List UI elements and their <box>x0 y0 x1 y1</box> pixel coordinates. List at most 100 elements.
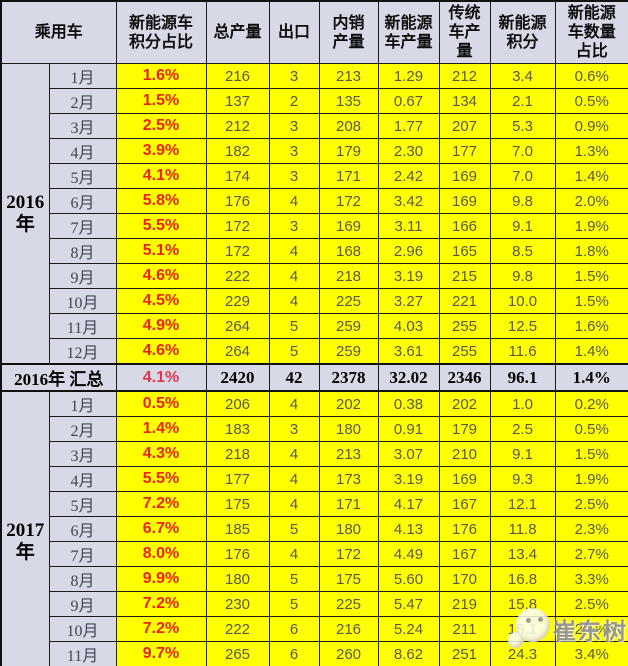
month-row: 10月 7.2% 222 6 216 5.24 211 15.1 2.5% <box>1 616 628 642</box>
data-cell: 176 <box>438 516 491 542</box>
points-share-cell: 6.7% <box>115 516 207 542</box>
data-cell: 4.13 <box>377 516 440 542</box>
data-cell: 183 <box>205 416 270 442</box>
month-cell: 4月 <box>48 466 117 492</box>
summary-data-cell: 32.02 <box>377 363 440 392</box>
data-cell: 216 <box>318 616 379 642</box>
header-col-1: 总产量 <box>205 0 270 64</box>
data-cell: 219 <box>438 591 491 617</box>
data-cell: 4 <box>268 288 320 314</box>
data-cell: 265 <box>205 641 270 666</box>
data-cell: 264 <box>205 313 270 339</box>
month-row: 8月 9.9% 180 5 175 5.60 170 16.8 3.3% <box>1 566 628 592</box>
points-share-cell: 5.1% <box>115 238 207 264</box>
data-cell: 2.5% <box>554 491 628 517</box>
data-cell: 218 <box>205 441 270 467</box>
data-cell: 215 <box>438 263 491 289</box>
month-row: 8月 5.1% 172 4 168 2.96 165 8.5 1.8% <box>1 238 628 264</box>
month-cell: 6月 <box>48 516 117 542</box>
points-share-cell: 5.5% <box>115 213 207 239</box>
data-cell: 221 <box>438 288 491 314</box>
data-cell: 2.3% <box>554 516 628 542</box>
data-cell: 3 <box>268 138 320 164</box>
data-cell: 207 <box>438 113 491 139</box>
points-share-cell: 1.5% <box>115 88 207 114</box>
month-cell: 8月 <box>48 238 117 264</box>
data-cell: 24.3 <box>489 641 556 666</box>
data-cell: 9.8 <box>489 188 556 214</box>
data-cell: 9.8 <box>489 263 556 289</box>
data-cell: 0.2% <box>554 390 628 417</box>
data-cell: 8.5 <box>489 238 556 264</box>
data-cell: 3 <box>268 213 320 239</box>
data-cell: 2.5 <box>489 416 556 442</box>
data-cell: 1.5% <box>554 288 628 314</box>
data-cell: 4.49 <box>377 541 440 567</box>
data-cell: 2.0% <box>554 188 628 214</box>
data-cell: 172 <box>205 238 270 264</box>
data-cell: 170 <box>438 566 491 592</box>
data-cell: 5 <box>268 313 320 339</box>
month-cell: 4月 <box>48 138 117 164</box>
data-cell: 255 <box>438 338 491 365</box>
summary-data-cell: 2420 <box>205 363 270 392</box>
data-cell: 4 <box>268 466 320 492</box>
data-cell: 212 <box>205 113 270 139</box>
data-cell: 5.24 <box>377 616 440 642</box>
month-cell: 8月 <box>48 566 117 592</box>
data-cell: 168 <box>318 238 379 264</box>
data-cell: 5 <box>268 516 320 542</box>
table-header: 乘用车 新能源车积分占比 总产量 出口 内销产量 新能源车产量 传统车产量 新能源积分 新能源车… <box>0 0 628 64</box>
month-row: 5月 4.1% 174 3 171 2.42 169 7.0 1.4% <box>1 163 628 189</box>
data-cell: 3.27 <box>377 288 440 314</box>
month-cell: 10月 <box>48 288 117 314</box>
data-cell: 167 <box>438 491 491 517</box>
data-cell: 4 <box>268 188 320 214</box>
data-cell: 225 <box>318 288 379 314</box>
data-cell: 2 <box>268 88 320 114</box>
data-cell: 12.1 <box>489 491 556 517</box>
data-cell: 216 <box>205 63 270 89</box>
data-cell: 175 <box>205 491 270 517</box>
data-cell: 255 <box>438 313 491 339</box>
summary-data-cell: 96.1 <box>489 363 556 392</box>
points-share-cell: 4.1% <box>115 163 207 189</box>
data-cell: 169 <box>438 466 491 492</box>
month-row: 2016 年 1月 1.6% 216 3 213 1.29 212 3.4 0.6% <box>0 63 628 365</box>
data-cell: 13.4 <box>489 541 556 567</box>
month-cell: 10月 <box>48 616 117 642</box>
header-col-7: 新能源车数量占比 <box>554 0 628 64</box>
data-cell: 1.4% <box>554 163 628 189</box>
data-cell: 213 <box>318 441 379 467</box>
data-cell: 210 <box>438 441 491 467</box>
data-cell: 3.3% <box>554 566 628 592</box>
data-cell: 1.9% <box>554 466 628 492</box>
data-cell: 2.7% <box>554 541 628 567</box>
data-cell: 182 <box>205 138 270 164</box>
points-share-cell: 5.8% <box>115 188 207 214</box>
data-cell: 172 <box>318 541 379 567</box>
data-cell: 169 <box>318 213 379 239</box>
data-cell: 1.29 <box>377 63 440 89</box>
data-cell: 211 <box>438 616 491 642</box>
data-cell: 225 <box>318 591 379 617</box>
data-cell: 176 <box>205 188 270 214</box>
summary-data-cell: 2346 <box>438 363 491 392</box>
data-cell: 3.42 <box>377 188 440 214</box>
data-cell: 222 <box>205 616 270 642</box>
data-cell: 180 <box>318 416 379 442</box>
data-cell: 179 <box>438 416 491 442</box>
data-cell: 4.03 <box>377 313 440 339</box>
data-cell: 0.5% <box>554 88 628 114</box>
header-col-6: 新能源积分 <box>489 0 556 64</box>
month-row: 11月 9.7% 265 6 260 8.62 251 24.3 3.4% <box>1 641 628 666</box>
data-cell: 4.17 <box>377 491 440 517</box>
summary-data-cell: 2378 <box>318 363 379 392</box>
data-cell: 5 <box>268 338 320 365</box>
month-cell: 6月 <box>48 188 117 214</box>
month-row: 2017 年 1月 0.5% 206 4 202 0.38 202 1.0 0.2% <box>0 390 628 666</box>
data-cell: 3 <box>268 63 320 89</box>
points-share-cell: 8.0% <box>115 541 207 567</box>
data-cell: 137 <box>205 88 270 114</box>
